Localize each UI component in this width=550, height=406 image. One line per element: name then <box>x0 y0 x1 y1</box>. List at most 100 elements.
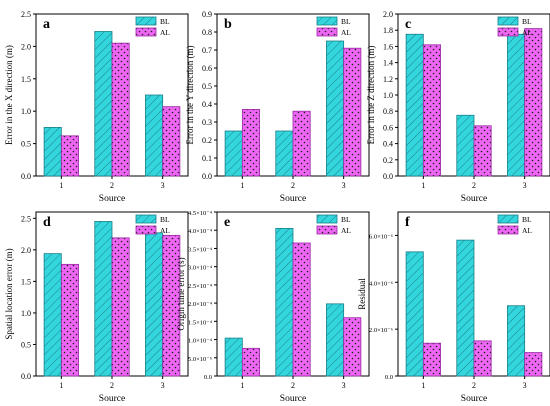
y-tick-label: 2.0 <box>21 246 31 255</box>
y-tick-label: 2.5×10⁻⁴ <box>188 283 213 290</box>
x-tick-label: 1 <box>421 381 425 390</box>
bar-al <box>292 242 311 377</box>
legend-swatch-bl <box>497 214 519 224</box>
x-axis-label: Source <box>461 194 487 204</box>
x-axis-label: Source <box>461 394 487 404</box>
y-tick-label: 4.0×10⁻⁶ <box>369 280 393 287</box>
x-axis-label: Source <box>99 194 125 204</box>
legend-swatch-al <box>316 225 338 235</box>
y-tick-label: 1.4 <box>383 59 393 68</box>
x-tick-label: 2 <box>110 381 114 390</box>
bar-bl <box>326 40 345 177</box>
y-tick-label: 0.3 <box>202 118 212 127</box>
x-tick-label: 3 <box>523 181 527 190</box>
bar-bl <box>456 114 475 177</box>
legend-swatch-al <box>316 27 338 37</box>
legend-label: AL <box>341 28 351 37</box>
legend-swatch-bl <box>316 214 338 224</box>
bar-al <box>241 347 260 377</box>
legend-label: BL <box>160 215 170 224</box>
y-tick-label: 1.5 <box>21 75 31 84</box>
legend-swatch-al <box>135 225 157 235</box>
legend-swatch-bl <box>497 16 519 26</box>
legend-swatch-bl <box>135 214 157 224</box>
x-tick-label: 2 <box>291 381 295 390</box>
y-tick-label: 2.5 <box>21 10 31 19</box>
legend-swatch-al <box>135 27 157 37</box>
panel-letter: f <box>405 215 410 230</box>
panel-a: 0.0 0.5 1.0 1.5 2.0 2.5 1 2 3 Source Error in the … <box>4 10 189 204</box>
bar-bl <box>43 127 62 177</box>
y-tick-label: 1.5×10⁻⁴ <box>188 319 213 326</box>
y-tick-label: 0.5 <box>202 82 212 91</box>
x-tick-label: 2 <box>472 181 476 190</box>
y-tick-label: 1.0×10⁻⁴ <box>188 338 213 345</box>
y-axis-label: Residual <box>357 278 367 310</box>
bar-al <box>111 237 130 377</box>
bar-al <box>524 352 543 377</box>
y-axis-label: Origin time error (s) <box>176 257 186 330</box>
panel-letter: d <box>43 215 51 230</box>
y-tick-label: 2.5 <box>21 214 31 223</box>
y-tick-label: 0.4 <box>202 100 212 109</box>
y-tick-label: 4.5×10⁻⁴ <box>188 210 213 217</box>
panel-letter: e <box>224 215 230 230</box>
bar-bl <box>224 337 243 377</box>
x-tick-label: 2 <box>110 181 114 190</box>
bar-al <box>60 135 79 177</box>
legend-label: AL <box>341 226 351 235</box>
bar-bl <box>94 221 113 377</box>
x-tick-label: 3 <box>342 381 346 390</box>
bar-al <box>473 340 492 377</box>
y-tick-label: 0.8 <box>383 107 393 116</box>
bar-bl <box>275 130 294 177</box>
x-axis-label: Source <box>99 394 125 404</box>
bar-al <box>343 47 362 177</box>
bar-bl <box>405 33 424 177</box>
legend-swatch-bl <box>135 16 157 26</box>
bar-al <box>422 44 441 177</box>
y-tick-label: 0.0 <box>383 172 393 181</box>
y-tick-label: 6.0×10⁻⁶ <box>369 233 393 240</box>
bar-al <box>162 234 181 377</box>
y-tick-label: 4.0×10⁻⁴ <box>188 228 213 235</box>
x-tick-label: 1 <box>421 181 425 190</box>
y-tick-label: 0.0 <box>21 172 31 181</box>
y-tick-label: 0.0 <box>202 172 212 181</box>
legend-swatch-al <box>497 225 519 235</box>
y-tick-label: 5.0×10⁻⁵ <box>188 356 212 363</box>
bar-al <box>422 342 441 377</box>
legend-swatch-bl <box>316 16 338 26</box>
y-tick-label: 1.2 <box>383 75 393 84</box>
y-tick-label: 0.0 <box>21 372 31 381</box>
y-tick-label: 1.5 <box>21 277 31 286</box>
legend-label: AL <box>160 28 170 37</box>
x-tick-label: 3 <box>342 181 346 190</box>
bar-bl <box>275 227 294 377</box>
legend-label: AL <box>522 28 532 37</box>
panel-b: 0.0 0.1 0.2 0.3 0.4 0.5 0.6 0.7 0.8 0.9 1 2 3 Source E… <box>185 10 370 204</box>
legend-label: BL <box>341 17 351 26</box>
bar-bl <box>94 31 113 177</box>
y-axis-label: Error in the Y direction (m) <box>185 45 195 144</box>
y-tick-label: 1.0 <box>21 107 31 116</box>
x-tick-label: 1 <box>59 381 63 390</box>
y-tick-label: 0.0 <box>204 374 212 381</box>
y-tick-label: 3.5×10⁻⁴ <box>188 246 213 253</box>
bar-bl <box>224 130 243 177</box>
y-tick-label: 0.9 <box>202 10 212 19</box>
bar-al <box>111 42 130 177</box>
legend-label: BL <box>160 17 170 26</box>
x-tick-label: 1 <box>240 381 244 390</box>
x-tick-label: 3 <box>161 381 165 390</box>
y-tick-label: 3.0×10⁻⁴ <box>188 265 213 272</box>
panel-letter: c <box>405 17 411 32</box>
y-axis-label: Error in the Z direction (m) <box>366 46 376 145</box>
y-tick-label: 0.8 <box>202 28 212 37</box>
panel-letter: b <box>224 17 232 32</box>
bar-bl <box>507 305 526 377</box>
legend-label: AL <box>522 226 532 235</box>
y-tick-label: 0.6 <box>383 123 393 132</box>
bar-bl <box>456 239 475 377</box>
